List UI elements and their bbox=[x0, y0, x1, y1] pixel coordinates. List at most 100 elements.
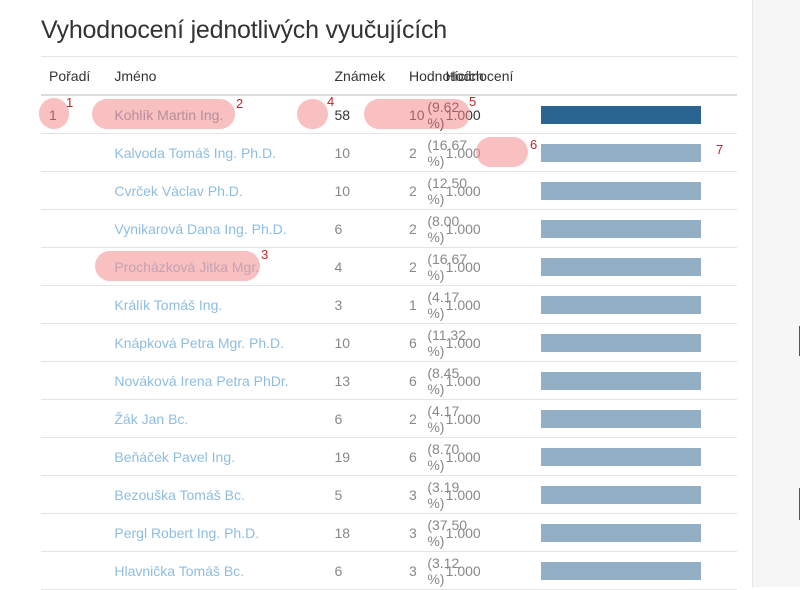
rank-cell bbox=[41, 171, 115, 210]
name-cell: Cvrček Václav Ph.D. bbox=[114, 171, 335, 210]
annotation-number: 3 bbox=[261, 247, 269, 262]
raters-percent-cell: (3.19 %) bbox=[427, 475, 459, 514]
raters-percent-cell: (16.67 %) bbox=[427, 247, 467, 286]
name-cell: Knápková Petra Mgr. Ph.D. bbox=[114, 323, 335, 362]
header-bar bbox=[541, 57, 737, 96]
raters-percent-cell: (16.67 %) bbox=[427, 133, 467, 172]
score-bar bbox=[541, 143, 702, 162]
header-raters[interactable]: Hodnotících bbox=[408, 57, 484, 96]
table-row: Kalvoda Tomáš Ing. Ph.D. 10 2 (16.67 %) 1.00… bbox=[41, 133, 737, 172]
raters-count-cell: 3 bbox=[408, 513, 428, 552]
score-cell: 1.000 bbox=[445, 551, 542, 590]
score-bar bbox=[541, 485, 702, 504]
raters-percent-cell: (3.12 %) bbox=[427, 551, 459, 590]
score-bar bbox=[541, 523, 702, 542]
name-cell: Hlavnička Tomáš Bc. bbox=[114, 551, 335, 590]
grade-count-cell: 13 bbox=[334, 361, 409, 400]
raters-percent-cell: (11.32 %) bbox=[427, 323, 466, 362]
teacher-name-link[interactable]: Hlavnička Tomáš Bc. bbox=[114, 562, 245, 579]
score-bar-fill bbox=[541, 409, 702, 428]
score-bar-fill bbox=[541, 257, 702, 276]
raters-count-cell: 6 bbox=[408, 437, 428, 476]
annotation-number: 2 bbox=[236, 96, 244, 111]
table-row: Králík Tomáš Ing. 3 1 (4.17 %) 1.000 bbox=[41, 285, 737, 324]
score-bar-cell bbox=[541, 399, 737, 438]
teacher-name-link[interactable]: Bezouška Tomáš Bc. bbox=[114, 486, 245, 503]
score-bar-fill bbox=[541, 143, 702, 162]
raters-count-cell: 1 bbox=[408, 285, 428, 324]
table-row: Pergl Robert Ing. Ph.D. 18 3 (37.50 %) 1.000 bbox=[41, 513, 737, 552]
name-cell: Nováková Irena Petra PhDr. bbox=[114, 361, 335, 400]
raters-count-cell: 6 bbox=[408, 361, 428, 400]
score-bar-fill bbox=[541, 447, 702, 466]
annotation-number: 6 bbox=[530, 137, 538, 152]
score-bar-fill bbox=[541, 333, 702, 352]
score-cell: 1.000 bbox=[445, 513, 542, 552]
teacher-name-link[interactable]: Pergl Robert Ing. Ph.D. bbox=[114, 524, 260, 541]
raters-count-cell: 2 bbox=[408, 171, 428, 210]
table-row: Procházková Jitka Mgr. 4 2 (16.67 %) 1.000 bbox=[41, 247, 737, 286]
table-row: Hlavnička Tomáš Bc. 6 3 (3.12 %) 1.000 bbox=[41, 551, 737, 590]
table-row: Nováková Irena Petra PhDr. 13 6 (8.45 %) 1.0… bbox=[41, 361, 737, 400]
grade-count-cell: 5 bbox=[334, 475, 409, 514]
score-cell: 1.000 bbox=[445, 209, 542, 248]
score-cell: 1.000 bbox=[445, 285, 542, 324]
raters-percent-cell: (8.70 %) bbox=[427, 437, 459, 476]
score-bar-cell bbox=[541, 323, 737, 362]
score-bar-cell bbox=[541, 437, 737, 476]
name-cell: Procházková Jitka Mgr. bbox=[114, 247, 335, 286]
raters-count-cell: 2 bbox=[408, 133, 428, 172]
grade-count-cell: 6 bbox=[334, 551, 409, 590]
rank-cell: 1 bbox=[41, 95, 115, 134]
teacher-name-link[interactable]: Beňáček Pavel Ing. bbox=[114, 448, 236, 465]
score-bar bbox=[541, 105, 702, 124]
table-row: Knápková Petra Mgr. Ph.D. 10 6 (11.32 %) 1.0… bbox=[41, 323, 737, 362]
header-rank[interactable]: Pořadí bbox=[41, 57, 115, 96]
teacher-name-link[interactable]: Kohlík Martin Ing. bbox=[114, 106, 224, 123]
teacher-name-link[interactable]: Cvrček Václav Ph.D. bbox=[114, 182, 243, 199]
score-bar-cell bbox=[541, 513, 737, 552]
rank-cell bbox=[41, 323, 115, 362]
teacher-name-link[interactable]: Žák Jan Bc. bbox=[114, 410, 189, 427]
score-bar bbox=[541, 181, 702, 200]
rank-cell bbox=[41, 361, 115, 400]
grade-count-cell: 10 bbox=[334, 323, 409, 362]
page-title: Vyhodnocení jednotlivých vyučujících bbox=[41, 16, 447, 44]
rank-cell bbox=[41, 247, 115, 286]
score-bar bbox=[541, 371, 702, 390]
grade-count-cell: 6 bbox=[334, 209, 409, 248]
score-bar bbox=[541, 409, 702, 428]
header-score[interactable]: Hodnocení bbox=[445, 57, 542, 96]
score-cell: 1.000 bbox=[445, 95, 542, 134]
grade-count-cell: 10 bbox=[334, 133, 409, 172]
teacher-name-link[interactable]: Knápková Petra Mgr. Ph.D. bbox=[114, 334, 285, 351]
score-cell: 1.000 bbox=[445, 247, 542, 286]
score-bar bbox=[541, 333, 702, 352]
raters-percent-cell: (4.17 %) bbox=[427, 285, 459, 324]
teacher-name-link[interactable]: Vynikarová Dana Ing. Ph.D. bbox=[114, 220, 287, 237]
score-cell: 1.000 bbox=[445, 323, 542, 362]
raters-count-cell: 6 bbox=[408, 323, 428, 362]
header-grade-count[interactable]: Známek bbox=[334, 57, 409, 96]
teacher-name-link[interactable]: Nováková Irena Petra PhDr. bbox=[114, 372, 289, 389]
score-cell: 1.000 bbox=[445, 399, 542, 438]
teacher-name-link[interactable]: Procházková Jitka Mgr. bbox=[114, 258, 260, 275]
score-bar-fill bbox=[541, 561, 702, 580]
rank-cell bbox=[41, 551, 115, 590]
score-bar-fill bbox=[541, 371, 702, 390]
teacher-name-link[interactable]: Kalvoda Tomáš Ing. Ph.D. bbox=[114, 144, 276, 161]
header-name[interactable]: Jméno bbox=[114, 57, 335, 96]
raters-percent-cell: (37.50 %) bbox=[427, 513, 467, 552]
score-bar-cell bbox=[541, 133, 737, 172]
rank-cell bbox=[41, 475, 115, 514]
score-bar-fill bbox=[541, 485, 702, 504]
grade-count-cell: 58 bbox=[334, 95, 409, 134]
teacher-name-link[interactable]: Králík Tomáš Ing. bbox=[114, 296, 223, 313]
score-cell: 1.000 bbox=[445, 475, 542, 514]
rank-cell bbox=[41, 209, 115, 248]
score-bar-cell bbox=[541, 95, 737, 134]
grade-count-cell: 4 bbox=[334, 247, 409, 286]
raters-percent-cell: (8.00 %) bbox=[427, 209, 459, 248]
name-cell: Kalvoda Tomáš Ing. Ph.D. bbox=[114, 133, 335, 172]
name-cell: Pergl Robert Ing. Ph.D. bbox=[114, 513, 335, 552]
